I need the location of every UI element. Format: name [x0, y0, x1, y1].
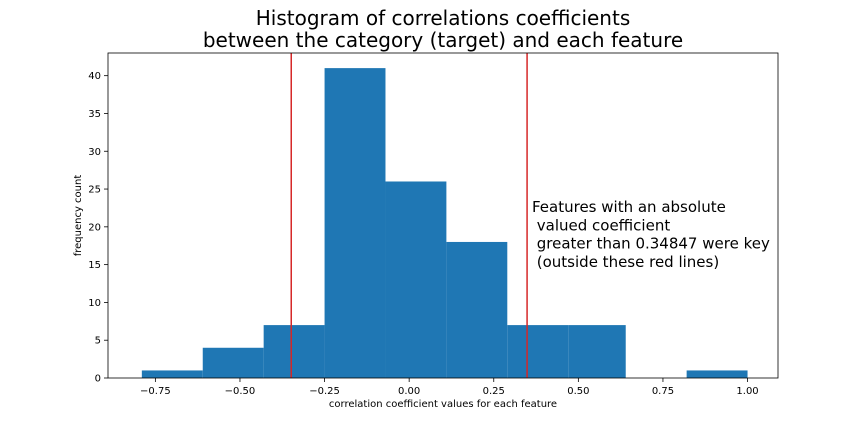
x-tick-label: −0.25 — [309, 386, 340, 397]
axes-border — [107, 52, 779, 379]
histogram-bar — [507, 325, 569, 378]
y-tick-label: 20 — [88, 222, 101, 233]
y-tick-label: 0 — [95, 374, 101, 385]
histogram-bar — [568, 325, 626, 378]
histogram-bar — [202, 347, 264, 378]
title-line: between the category (target) and each f… — [203, 28, 683, 52]
x-tick-label: −0.75 — [140, 386, 171, 397]
threshold-lines — [290, 53, 528, 378]
x-tick-label: −0.50 — [225, 386, 256, 397]
annotation-line: greater than 0.34847 were key — [532, 235, 770, 253]
y-tick-label: 30 — [88, 147, 101, 158]
x-tick-label: 0.00 — [398, 386, 420, 397]
histogram-bar — [324, 68, 386, 379]
y-axis-label: frequency count — [73, 175, 84, 257]
title-line: Histogram of correlations coefficients — [256, 6, 631, 30]
y-tick-label: 40 — [88, 71, 101, 82]
annotation-text: Features with an absolute valued coeffic… — [532, 198, 770, 271]
x-tick-label: 0.25 — [483, 386, 505, 397]
annotation-line: valued coefficient — [532, 216, 670, 234]
x-axis-label: correlation coefficient values for each … — [329, 399, 557, 410]
annotation-line: Features with an absolute — [532, 198, 726, 216]
chart-title: Histogram of correlations coefficientsbe… — [203, 6, 683, 52]
x-tick-label: 0.50 — [567, 386, 589, 397]
x-axis-ticks: −0.75 −0.50 −0.25 0.00 0.25 0.50 0.75 1.00 — [140, 378, 759, 397]
plot-frame — [107, 52, 779, 379]
histogram-bar — [141, 370, 203, 378]
histogram-bar — [446, 241, 508, 378]
histogram-bars — [141, 68, 748, 379]
histogram-bar — [385, 181, 447, 378]
x-tick-label: 1.00 — [736, 386, 758, 397]
y-tick-label: 35 — [88, 109, 101, 120]
y-tick-label: 25 — [88, 185, 101, 196]
y-axis-ticks: 0 5 10 15 20 25 30 35 40 — [88, 71, 108, 385]
y-tick-label: 5 — [95, 336, 101, 347]
y-tick-label: 10 — [88, 298, 101, 309]
histogram-bar — [686, 370, 748, 378]
histogram-bar — [263, 325, 325, 378]
annotation-line: (outside these red lines) — [532, 253, 719, 271]
x-tick-label: 0.75 — [652, 386, 674, 397]
y-tick-label: 15 — [88, 260, 101, 271]
